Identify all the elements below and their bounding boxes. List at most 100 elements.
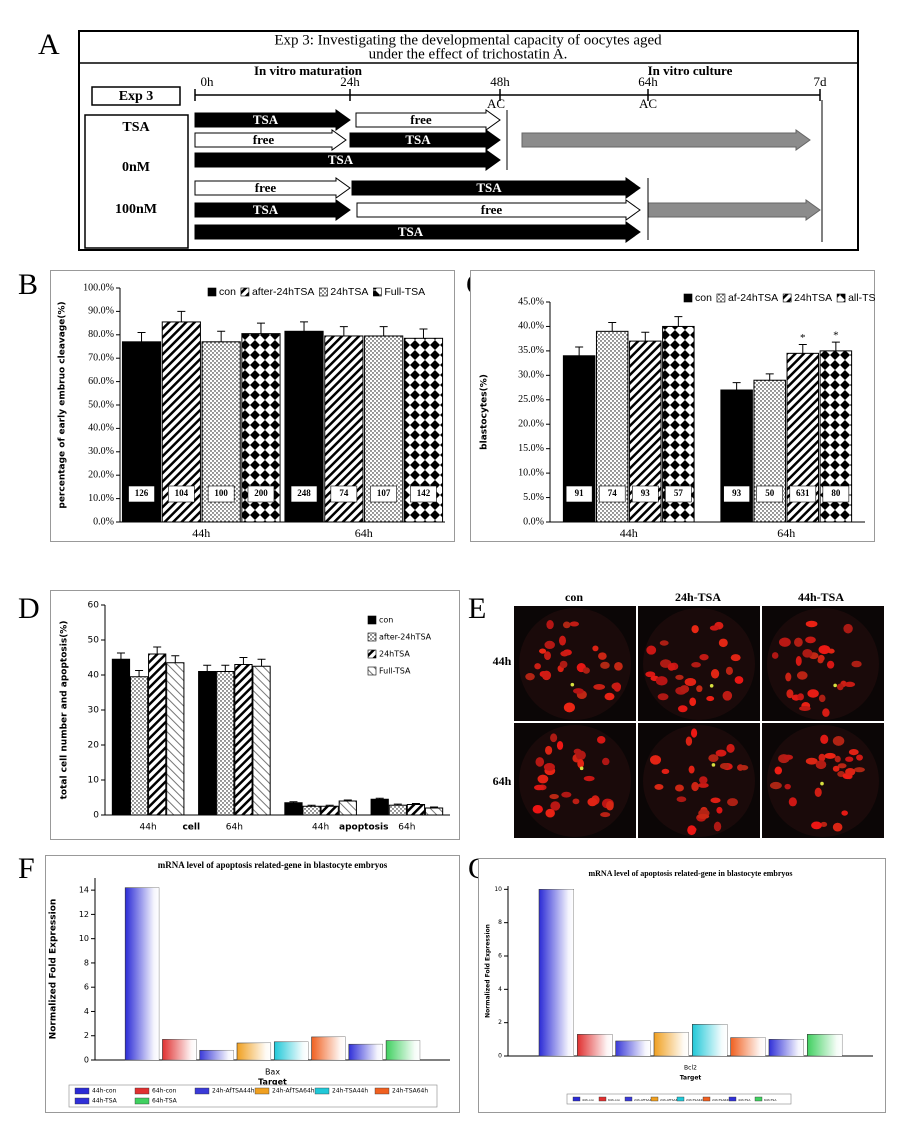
arrow bbox=[349, 129, 501, 151]
legend-label: con bbox=[695, 292, 712, 304]
legend-swatch bbox=[319, 287, 328, 297]
diagram-title: under the effect of trichostatin A. bbox=[369, 46, 568, 62]
apoptotic-spot bbox=[709, 683, 714, 688]
x-tick-label: 64h bbox=[355, 526, 373, 540]
nucleus bbox=[696, 685, 703, 693]
nucleus bbox=[592, 645, 599, 652]
nucleus bbox=[534, 663, 541, 670]
nucleus bbox=[834, 755, 841, 763]
legend-swatch bbox=[374, 1087, 390, 1095]
nucleus bbox=[788, 797, 797, 807]
y-tick-label: 60 bbox=[88, 601, 100, 611]
nucleus bbox=[715, 749, 727, 757]
y-tick-label: 20.0% bbox=[518, 419, 544, 430]
error-bar bbox=[765, 373, 774, 381]
bar-shade bbox=[807, 1034, 842, 1056]
error-bar bbox=[375, 797, 384, 800]
nucleus bbox=[532, 805, 543, 814]
panel-label: B bbox=[18, 268, 39, 301]
y-tick-label: 30.0% bbox=[518, 370, 544, 381]
y-axis-label: blastocytes(%) bbox=[480, 374, 490, 450]
nucleus bbox=[597, 736, 606, 744]
error-bar bbox=[343, 799, 352, 801]
bar-shade bbox=[539, 889, 574, 1056]
x-tick-label: 44h bbox=[192, 526, 210, 540]
nucleus bbox=[572, 798, 580, 805]
column-label: con bbox=[565, 590, 583, 604]
legend-label: 64h-con bbox=[608, 1098, 620, 1102]
nucleus bbox=[543, 763, 556, 771]
error-bar bbox=[239, 657, 248, 665]
nucleus bbox=[541, 670, 552, 681]
nucleus bbox=[604, 692, 615, 701]
legend-label: 64h-TSA bbox=[152, 1098, 178, 1105]
nucleus bbox=[677, 705, 688, 713]
nucleus bbox=[794, 637, 803, 647]
y-tick-label: 20 bbox=[88, 741, 100, 751]
timepoint: 48h bbox=[490, 74, 510, 89]
nucleus bbox=[832, 765, 840, 772]
legend-label: 44h-TSA bbox=[738, 1098, 751, 1102]
count-label: 107 bbox=[377, 488, 391, 498]
nucleus bbox=[613, 682, 621, 692]
nucleus bbox=[820, 734, 829, 745]
legend-swatch bbox=[367, 632, 377, 642]
arrow-label: TSA bbox=[405, 132, 431, 147]
bar-shade bbox=[692, 1024, 727, 1056]
y-tick-label: 2 bbox=[498, 1019, 502, 1026]
nucleus bbox=[836, 683, 844, 691]
arrow bbox=[521, 129, 811, 151]
nucleus bbox=[851, 660, 862, 668]
nucleus bbox=[719, 763, 730, 770]
legend-swatch bbox=[134, 1097, 150, 1105]
error-bar bbox=[608, 322, 617, 332]
y-tick-label: 0 bbox=[498, 1053, 502, 1060]
legend-label: Full-TSA bbox=[379, 667, 411, 676]
nucleus bbox=[562, 621, 571, 629]
count-label: 100 bbox=[214, 488, 228, 498]
nucleus bbox=[659, 640, 669, 646]
bar bbox=[216, 671, 235, 816]
bar bbox=[338, 800, 357, 816]
nucleus bbox=[675, 674, 684, 680]
nucleus bbox=[535, 757, 545, 767]
nucleus bbox=[602, 757, 610, 766]
count-box bbox=[822, 485, 850, 503]
nucleus bbox=[667, 663, 676, 671]
nucleus bbox=[685, 736, 693, 746]
nucleus bbox=[676, 796, 687, 803]
nucleus bbox=[818, 645, 831, 655]
nucleus bbox=[718, 638, 728, 648]
nucleus bbox=[832, 822, 843, 832]
count-label: 93 bbox=[641, 488, 651, 498]
y-tick-label: 4 bbox=[498, 986, 502, 993]
y-tick-label: 35.0% bbox=[518, 345, 544, 356]
legend-label: 24h-TSA44h bbox=[332, 1088, 368, 1095]
legend-swatch bbox=[367, 666, 377, 676]
nucleus bbox=[684, 677, 697, 687]
x-tick-label: Bax bbox=[265, 1068, 280, 1077]
y-axis-label: Normalized Fold Expression bbox=[49, 899, 59, 1040]
nucleus bbox=[537, 774, 549, 784]
arrow-label: TSA bbox=[328, 152, 354, 167]
error-bar bbox=[831, 341, 840, 351]
legend-label: 44h-TSA bbox=[92, 1098, 118, 1105]
error-bar bbox=[732, 382, 741, 390]
bar-shade bbox=[615, 1041, 651, 1056]
legend-label: con bbox=[379, 616, 393, 625]
y-tick-label: 8 bbox=[498, 919, 502, 926]
nucleus bbox=[844, 681, 856, 688]
y-tick-label: 0.0% bbox=[93, 516, 114, 527]
error-bar bbox=[177, 310, 186, 322]
arrow bbox=[647, 199, 821, 221]
count-box bbox=[247, 485, 275, 503]
nucleus bbox=[769, 781, 782, 790]
legend-box bbox=[68, 1084, 438, 1108]
nucleus bbox=[818, 694, 826, 703]
x-axis-label: Target bbox=[258, 1078, 287, 1087]
error-bar bbox=[203, 664, 212, 672]
bar bbox=[198, 671, 217, 816]
legend-label: 24h-TSA64h bbox=[392, 1088, 428, 1095]
error-bar bbox=[135, 669, 144, 677]
apoptotic-spot bbox=[579, 766, 584, 771]
